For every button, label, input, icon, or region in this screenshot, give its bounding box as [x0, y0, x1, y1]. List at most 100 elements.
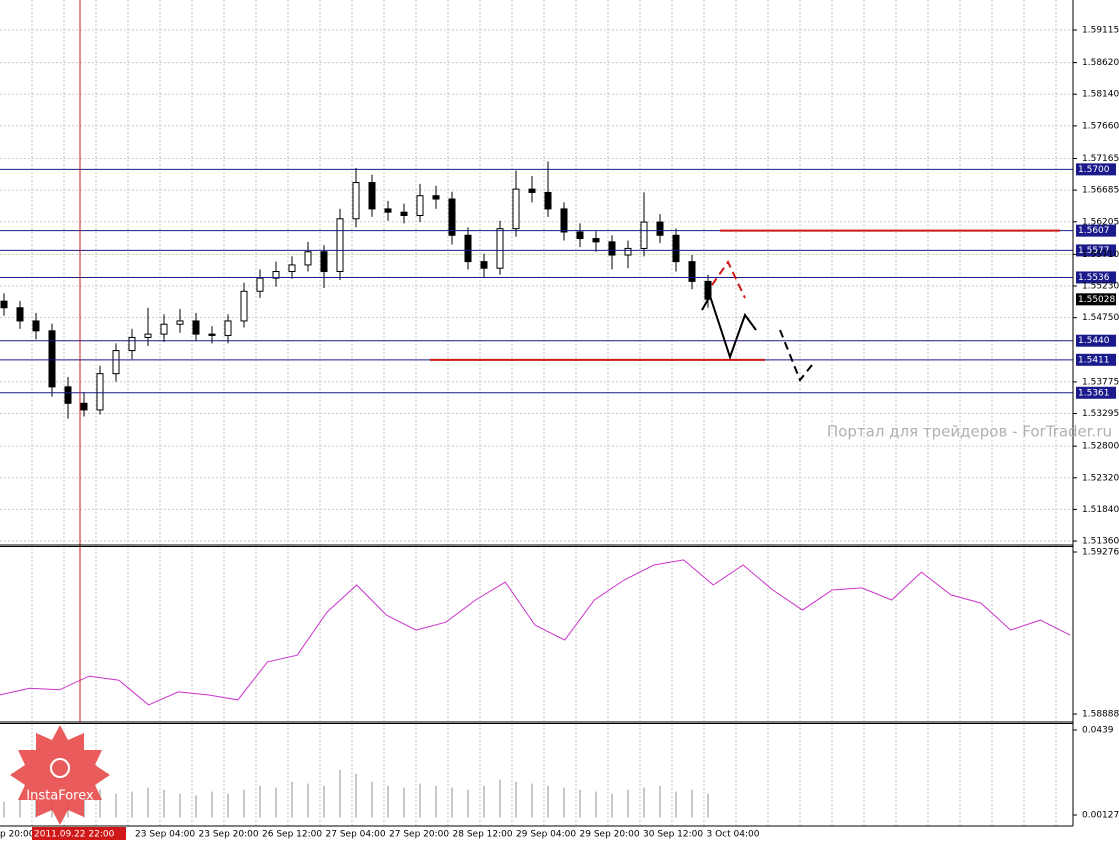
y-tick-label: 1.56205 [1082, 217, 1119, 227]
candle-body [528, 188, 536, 193]
level-label: 1.5607 [1078, 226, 1110, 236]
y-tick-label: 0.0439 [1082, 726, 1114, 736]
volume-bar [195, 795, 197, 818]
candle-body [320, 251, 328, 273]
current-price-box [1076, 293, 1116, 306]
candle-body [176, 320, 184, 325]
y-tick-label: 1.52800 [1082, 442, 1119, 452]
level-label: 1.5536 [1078, 273, 1110, 283]
y-tick-label: 1.53295 [1082, 409, 1119, 419]
candle-body [400, 211, 408, 216]
candle-body [240, 290, 248, 322]
candle-body [144, 333, 152, 338]
candle-body [96, 373, 104, 411]
volume-bar [531, 783, 533, 818]
candle-body [48, 330, 56, 388]
level-label-box [1076, 163, 1116, 176]
candle-body [592, 238, 600, 243]
volume-bar [515, 781, 517, 818]
candle-body [0, 300, 8, 309]
candle-body [192, 320, 200, 335]
candle-body [688, 261, 696, 282]
volume-bar [435, 785, 437, 818]
candle-body [640, 221, 648, 249]
x-tick-label: p 20:00 [0, 830, 35, 840]
candle-body [304, 251, 312, 266]
candle-body [432, 195, 440, 200]
logo-text: InstaForex [26, 789, 94, 804]
volume-bar [19, 797, 21, 818]
y-tick-label: 1.57660 [1082, 121, 1119, 131]
y-tick-label: 0.00127 [1082, 810, 1119, 820]
candle-body [560, 208, 568, 233]
candle-body [80, 402, 88, 411]
volume-bar [659, 785, 661, 818]
volume-bar [579, 789, 581, 818]
y-tick-label: 1.51360 [1082, 537, 1119, 547]
indicator-line [0, 559, 1071, 706]
candle-body [336, 218, 344, 273]
volume-bar [595, 791, 597, 818]
y-tick-label: 1.59115 [1082, 25, 1119, 35]
volume-bar [211, 791, 213, 818]
volume-bar [499, 779, 501, 818]
candle-body [544, 191, 552, 210]
volume-bar [163, 789, 165, 818]
candle-body [448, 198, 456, 236]
level-label: 1.5361 [1078, 388, 1110, 398]
x-tick-label: 2011.09.22 22:00 [34, 830, 115, 840]
volume-bar [291, 781, 293, 818]
candle-body [480, 261, 488, 269]
level-label: 1.5700 [1078, 165, 1110, 175]
candle-body [416, 195, 424, 216]
volume-bar [323, 785, 325, 818]
forecast-arrow-red [711, 260, 746, 299]
volume-bar [115, 793, 117, 818]
volume-bar [419, 783, 421, 818]
candle-body [208, 333, 216, 336]
candle-body [352, 182, 360, 220]
volume-bar [307, 783, 309, 818]
logo-badge [10, 725, 110, 825]
x-tick-label: 27 Sep 04:00 [326, 830, 386, 840]
candle-body [608, 241, 616, 256]
candle-body [576, 231, 584, 240]
volume-bar [675, 791, 677, 818]
forecast-arrow-dashed [779, 329, 813, 382]
volume-bar [627, 789, 629, 818]
volume-bar [3, 801, 5, 818]
x-tick-label: 28 Sep 12:00 [453, 830, 513, 840]
x-tick-label: 29 Sep 20:00 [580, 830, 640, 840]
time-label-highlight [32, 827, 126, 840]
candle-body [256, 277, 264, 292]
candle-body [224, 320, 232, 336]
y-tick-label: 1.58620 [1082, 58, 1119, 68]
volume-bar [643, 787, 645, 818]
x-tick-label: 27 Sep 20:00 [389, 830, 449, 840]
volume-bar [371, 781, 373, 818]
y-tick-label: 1.55710 [1082, 250, 1119, 260]
volume-bar [227, 793, 229, 818]
grid [0, 0, 1073, 826]
volume-bar [547, 785, 549, 818]
candle-body [112, 350, 120, 375]
level-label-box [1076, 244, 1116, 257]
watermark: Портал для трейдеров - ForTrader.ru [827, 423, 1112, 441]
y-tick-label: 1.58888 [1082, 710, 1119, 720]
x-tick-label: 3 Oct 04:00 [707, 830, 760, 840]
y-tick-label: 1.53775 [1082, 377, 1119, 387]
candle-body [464, 234, 472, 263]
volume-bar [707, 793, 709, 818]
candle-body [656, 221, 664, 236]
volume-bar [387, 785, 389, 818]
volume-bar [147, 787, 149, 818]
level-label: 1.5440 [1078, 336, 1110, 346]
y-tick-label: 1.51840 [1082, 505, 1119, 515]
volume-bar [403, 787, 405, 818]
level-label-box [1076, 386, 1116, 399]
x-tick-label: 30 Sep 12:00 [643, 830, 703, 840]
y-tick-label: 1.58140 [1082, 90, 1119, 100]
candle-body [512, 188, 520, 230]
